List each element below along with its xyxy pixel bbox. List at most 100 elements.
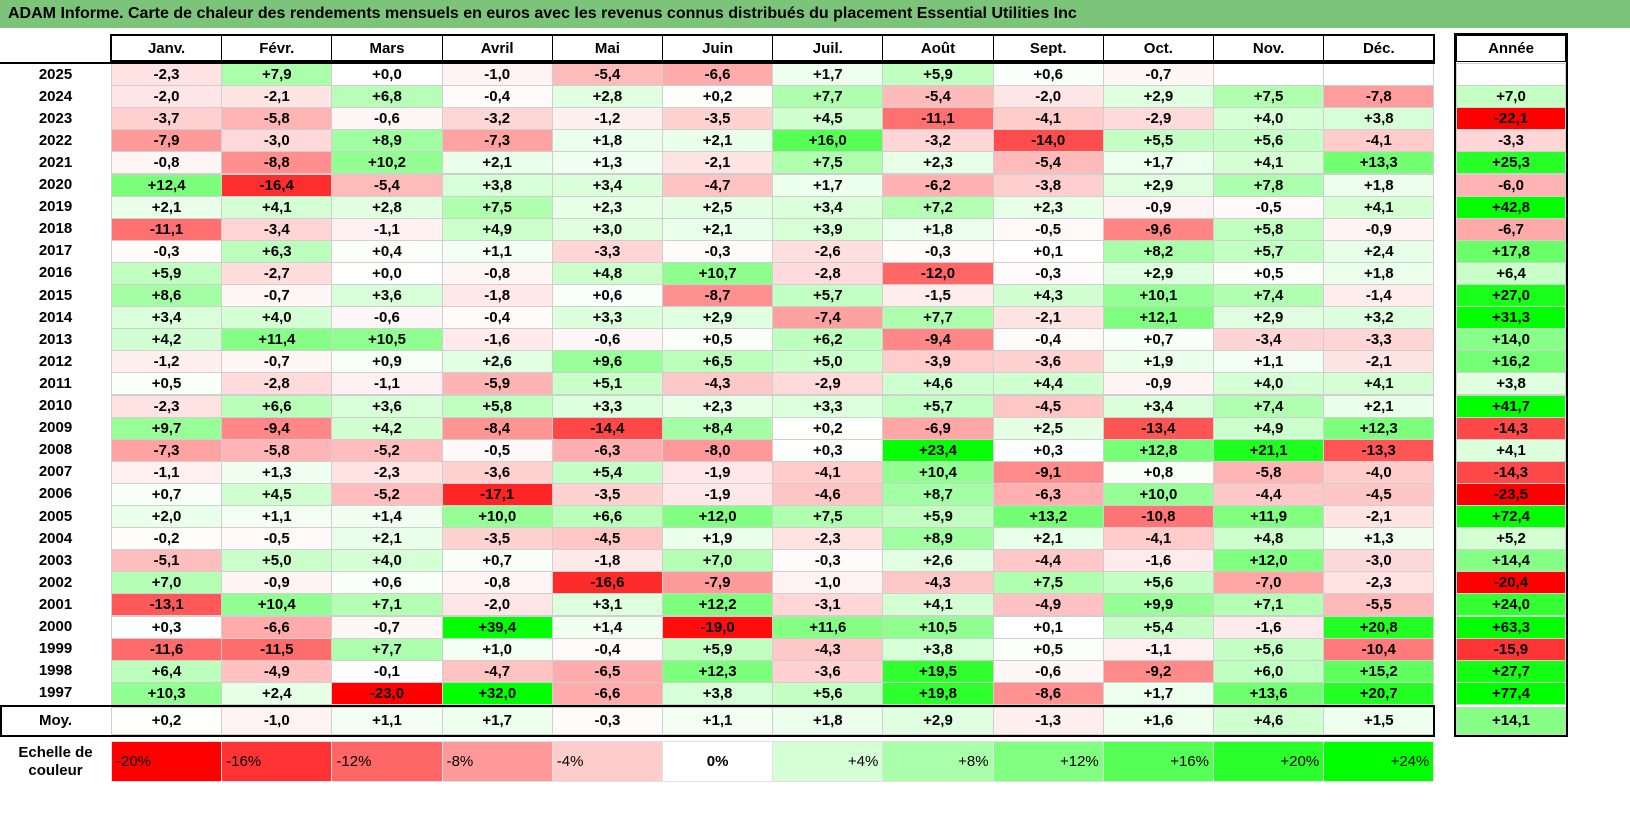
heatmap-cell: +1,1 (221, 505, 333, 529)
heatmap-cell: -2,0 (111, 85, 223, 109)
heatmap-cell: +12,4 (111, 173, 223, 197)
heatmap-cell: +2,1 (111, 195, 223, 219)
heatmap-cell: +2,8 (551, 85, 663, 109)
scale-swatch: +8% (882, 741, 994, 782)
heatmap-cell: +5,6 (1102, 571, 1214, 595)
annual-cell: -15,9 (1456, 637, 1566, 661)
heatmap-cell: -1,1 (331, 217, 443, 241)
heatmap-cell: +3,8 (441, 173, 553, 197)
heatmap-cell: +2,9 (1102, 85, 1214, 109)
average-label: Moy. (38, 712, 73, 730)
heatmap-cell: +0,4 (331, 239, 443, 263)
heatmap-cell: -4,5 (1323, 482, 1435, 506)
heatmap-cell: -4,1 (1102, 527, 1214, 551)
heatmap-cell: -0,6 (331, 107, 443, 131)
heatmap-cell: -3,2 (441, 107, 553, 131)
heatmap-cell: +0,5 (662, 328, 774, 352)
heatmap-cell: -3,5 (662, 107, 774, 131)
heatmap-cell: +3,3 (551, 306, 663, 330)
column-header: Janv. (111, 35, 223, 62)
annual-cell: +3,8 (1456, 372, 1566, 396)
heatmap-cell: -3,5 (551, 482, 663, 506)
heatmap-cell: +7,0 (662, 549, 774, 573)
year-label: 2025 (38, 65, 73, 83)
heatmap-cell: -0,3 (662, 239, 774, 263)
heatmap-cell: +2,9 (1102, 173, 1214, 197)
year-label: 2001 (38, 595, 73, 613)
year-label: 2010 (38, 397, 73, 415)
year-label: 2012 (38, 352, 73, 370)
heatmap-cell: +3,1 (551, 593, 663, 617)
heatmap-cell: +1,7 (772, 63, 884, 87)
heatmap-cell: -0,5 (992, 217, 1104, 241)
heatmap-cell: +7,8 (1213, 173, 1325, 197)
heatmap-cell: +6,6 (221, 394, 333, 418)
heatmap-cell: -4,5 (551, 527, 663, 551)
heatmap-cell: +3,4 (1102, 394, 1214, 418)
heatmap-cell: -12,0 (882, 261, 994, 285)
heatmap-cell: -0,5 (1213, 195, 1325, 219)
heatmap-cell: -5,8 (1213, 460, 1325, 484)
heatmap-cell: +4,0 (221, 306, 333, 330)
heatmap-cell: +11,9 (1213, 505, 1325, 529)
heatmap-cell: +8,2 (1102, 239, 1214, 263)
heatmap-cell: +3,4 (111, 306, 223, 330)
annual-cell: +31,3 (1456, 306, 1566, 330)
heatmap-cell: +5,6 (1213, 637, 1325, 661)
annual-cell: +14,4 (1456, 549, 1566, 573)
heatmap-cell: -3,8 (992, 173, 1104, 197)
heatmap-cell: +1,1 (1213, 350, 1325, 374)
heatmap-cell: +3,6 (331, 284, 443, 308)
heatmap-cell: +7,5 (772, 151, 884, 175)
heatmap-cell: +5,9 (882, 63, 994, 87)
heatmap-cell: +0,9 (331, 350, 443, 374)
heatmap-cell: -0,5 (221, 527, 333, 551)
heatmap-cell: +3,4 (551, 173, 663, 197)
heatmap-cell: +7,0 (111, 571, 223, 595)
column-header: Août (882, 35, 994, 62)
heatmap-cell: -11,1 (882, 107, 994, 131)
heatmap-cell: -1,6 (1102, 549, 1214, 573)
heatmap-cell: +13,2 (992, 505, 1104, 529)
year-total-header: Année (1456, 35, 1566, 62)
heatmap-cell: -3,3 (551, 239, 663, 263)
column-header: Févr. (221, 35, 333, 62)
heatmap-cell: +8,6 (111, 284, 223, 308)
heatmap-cell: -7,8 (1323, 85, 1435, 109)
heatmap-cell: +4,1 (221, 195, 333, 219)
year-label: 2002 (38, 573, 73, 591)
heatmap-cell: +4,1 (882, 593, 994, 617)
heatmap-cell: -9,4 (882, 328, 994, 352)
heatmap-cell: +10,1 (1102, 284, 1214, 308)
heatmap-cell: +4,6 (882, 372, 994, 396)
heatmap-cell: +2,3 (882, 151, 994, 175)
heatmap-cell: +7,4 (1213, 394, 1325, 418)
heatmap-cell: +2,1 (1323, 394, 1435, 418)
heatmap-cell: +0,7 (1102, 328, 1214, 352)
heatmap-cell: +7,9 (221, 63, 333, 87)
heatmap-cell: -2,3 (111, 63, 223, 87)
heatmap-cell: +0,7 (441, 549, 553, 573)
heatmap-cell: -5,8 (221, 438, 333, 462)
heatmap-cell: -9,4 (221, 416, 333, 440)
average-cell: +1,8 (772, 706, 884, 735)
heatmap-cell: -2,1 (1323, 350, 1435, 374)
heatmap-cell: +0,6 (992, 63, 1104, 87)
heatmap-cell: +1,8 (1323, 261, 1435, 285)
heatmap-cell: +10,0 (1102, 482, 1214, 506)
heatmap-cell: +6,8 (331, 85, 443, 109)
scale-swatch: +20% (1213, 741, 1325, 782)
heatmap-cell: +5,0 (772, 350, 884, 374)
annual-cell: +25,3 (1456, 151, 1566, 175)
heatmap-cell: +12,8 (1102, 438, 1214, 462)
heatmap-cell: +2,3 (662, 394, 774, 418)
scale-swatch: -20% (111, 741, 223, 782)
year-label: 2004 (38, 529, 73, 547)
heatmap-cell: -2,1 (221, 85, 333, 109)
year-label: 2018 (38, 220, 73, 238)
heatmap-cell: +12,0 (1213, 549, 1325, 573)
heatmap-cell: +2,6 (441, 350, 553, 374)
heatmap-cell: -0,4 (441, 306, 553, 330)
heatmap-cell: +6,2 (772, 328, 884, 352)
heatmap-cell: +19,5 (882, 659, 994, 683)
